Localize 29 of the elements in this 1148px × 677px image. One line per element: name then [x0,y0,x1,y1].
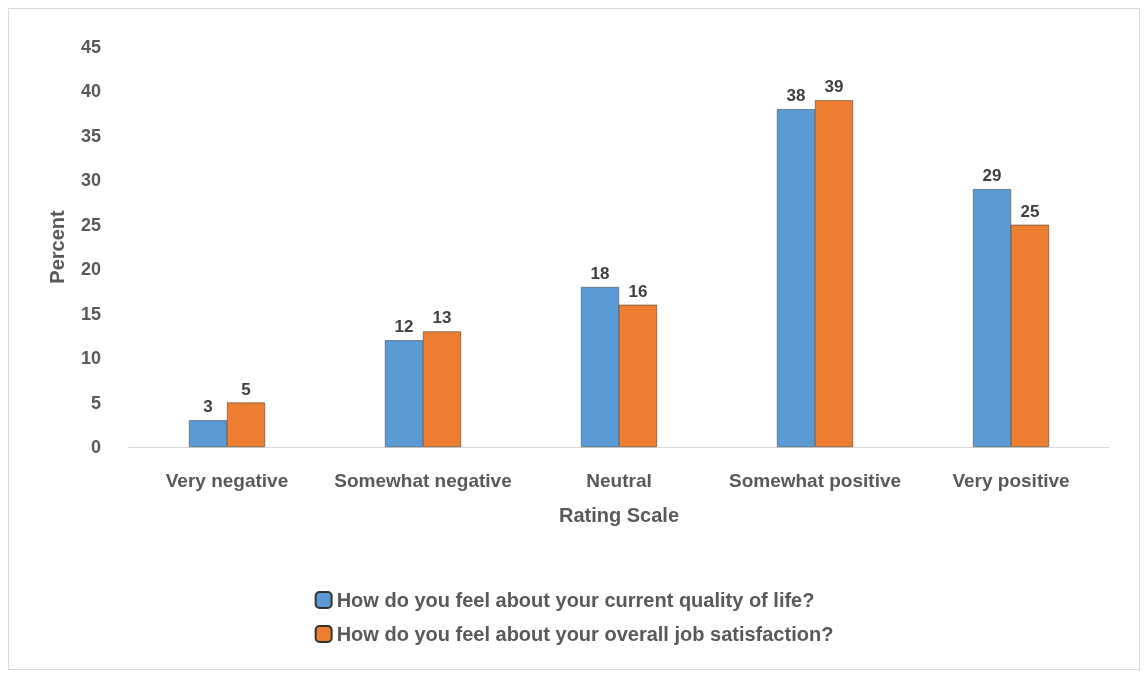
y-tick-label: 40 [80,81,101,102]
x-axis-title: Rating Scale [558,504,680,526]
y-axis-title: Percent [46,209,68,284]
data-label: 39 [824,77,844,97]
data-label: 12 [394,317,414,337]
x-tick-label: Very negative [165,470,289,491]
y-tick-label: 0 [90,437,101,457]
data-label: 3 [203,397,213,417]
x-tick-label: Neutral [586,470,652,491]
y-tick-label: 35 [80,125,101,146]
y-tick-label: 5 [90,392,101,413]
x-tick-label: Somewhat negative [334,470,512,491]
data-label: 18 [590,264,610,283]
x-tick-label: Very positive [952,470,1070,491]
legend-label: How do you feel about your overall job satisfaction? [336,623,834,645]
data-label: 29 [982,166,1002,186]
data-label: 5 [241,379,251,399]
data-label: 25 [1020,201,1040,221]
x-tick-label: Somewhat positive [728,470,902,491]
y-tick-label: 10 [80,348,101,369]
y-tick-label: 20 [80,259,101,280]
y-tick-label: 30 [80,170,101,191]
legend-label: How do you feel about your current quality of life? [336,589,815,611]
data-label: 13 [432,308,452,328]
data-label: 38 [786,86,806,106]
y-tick-label: 25 [80,214,101,235]
y-tick-label: 45 [80,37,101,57]
y-tick-label: 15 [80,303,101,324]
data-label: 16 [628,281,648,301]
